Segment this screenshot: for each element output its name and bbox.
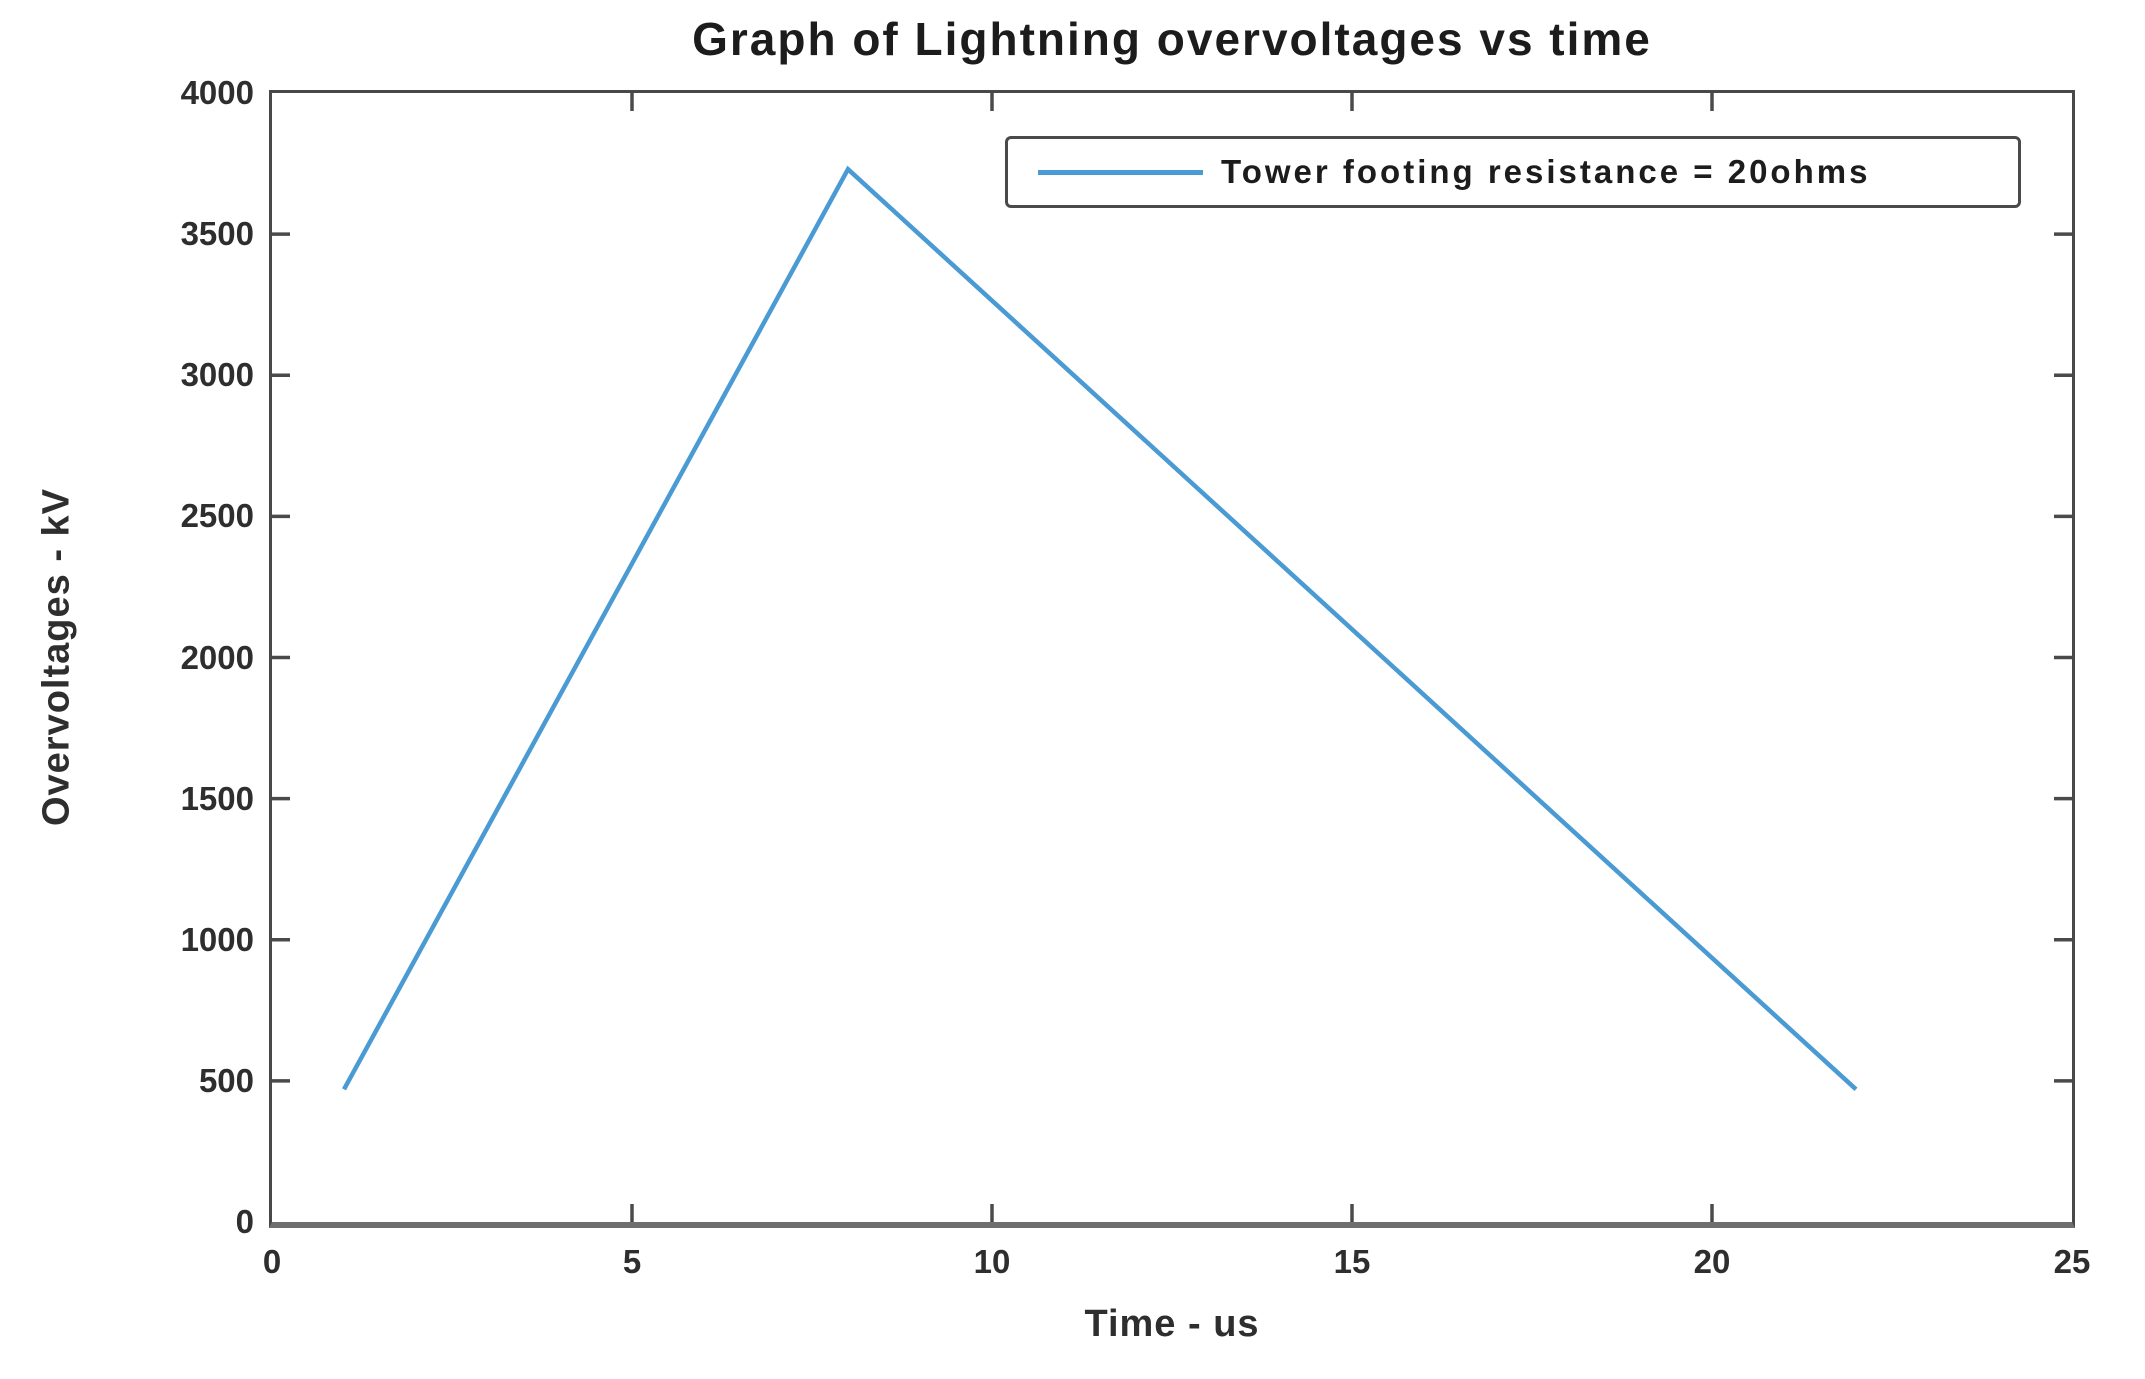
x-tick-label: 0 xyxy=(262,1243,282,1280)
y-tick-label: 4000 xyxy=(180,74,254,111)
legend-label: Tower footing resistance = 20ohms xyxy=(1221,153,1871,190)
x-tick-label: 20 xyxy=(1693,1243,1731,1280)
y-tick-label: 1500 xyxy=(180,779,254,817)
y-tick-label: 1000 xyxy=(180,920,254,958)
y-tick-label: 3500 xyxy=(180,215,254,253)
x-tick-label: 5 xyxy=(622,1243,642,1280)
y-tick-label: 2500 xyxy=(180,497,254,535)
legend-line-sample xyxy=(1038,169,1203,175)
plot-canvas xyxy=(272,93,2072,1222)
y-tick-label: 0 xyxy=(235,1203,254,1240)
y-tick-label: 500 xyxy=(198,1061,254,1099)
x-tick-label: 15 xyxy=(1333,1243,1371,1280)
x-tick-label: 25 xyxy=(2053,1243,2091,1280)
series-line xyxy=(342,165,1858,1092)
x-tick-label: 10 xyxy=(973,1243,1011,1280)
legend: Tower footing resistance = 20ohms xyxy=(1005,136,2021,208)
chart-title: Graph of Lightning overvoltages vs time xyxy=(692,13,1652,65)
y-tick-label: 3000 xyxy=(180,356,254,394)
plot-area xyxy=(269,90,2075,1228)
y-tick-label: 2000 xyxy=(180,638,254,676)
x-axis-label: Time - us xyxy=(1084,1303,1260,1345)
